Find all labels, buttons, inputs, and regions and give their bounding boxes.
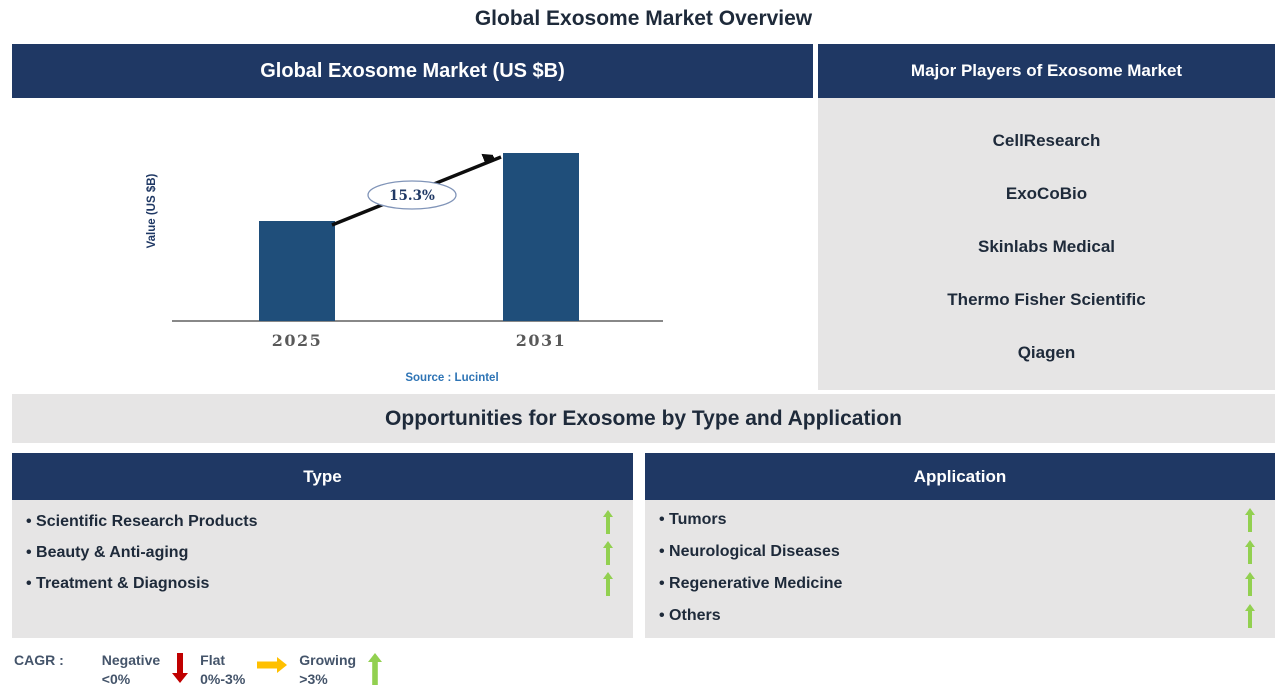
type-column-body: Scientific Research Products Beauty & An… xyxy=(12,500,633,638)
opportunities-banner: Opportunities for Exosome by Type and Ap… xyxy=(12,394,1275,443)
legend-entry-growing: Growing >3% xyxy=(299,651,356,689)
market-chart-header: Global Exosome Market (US $B) xyxy=(12,44,813,98)
type-header-label: Type xyxy=(303,466,342,486)
legend-entry-range: <0% xyxy=(101,671,131,687)
x-tick-2025: 2025 xyxy=(272,331,323,350)
y-axis-label: Value (US $B) xyxy=(146,173,158,248)
up-arrow-icon xyxy=(1245,572,1255,596)
bar-chart: Value (US $B) 15.3% 2025 2031 Source : L… xyxy=(146,153,663,384)
list-item: Beauty & Anti-aging xyxy=(12,537,633,568)
player-name: Qiagen xyxy=(1017,343,1076,363)
opportunities-heading: Opportunities for Exosome by Type and Ap… xyxy=(385,406,902,430)
up-arrow-icon xyxy=(1245,604,1255,628)
bar-2031 xyxy=(503,153,579,321)
up-arrow-icon xyxy=(603,540,613,565)
legend-entry-flat: Flat 0%-3% xyxy=(200,651,245,689)
list-item: Treatment & Diagnosis xyxy=(12,568,633,599)
legend-entry-range: >3% xyxy=(299,671,328,687)
up-arrow-icon xyxy=(368,653,383,685)
application-item-label: Others xyxy=(659,607,721,625)
type-item-label: Scientific Research Products xyxy=(26,513,257,531)
type-item-label: Beauty & Anti-aging xyxy=(26,544,188,562)
list-item: Scientific Research Products xyxy=(12,506,633,537)
legend-entry-label: Growing xyxy=(299,652,357,668)
cagr-legend: CAGR : Negative <0% Flat 0%-3% Growing >… xyxy=(14,651,394,689)
up-arrow-icon xyxy=(603,509,613,534)
bar-2025 xyxy=(259,221,335,321)
application-column-header: Application xyxy=(645,453,1275,500)
page-title: Global Exosome Market Overview xyxy=(474,7,813,30)
down-arrow-icon xyxy=(172,653,189,683)
player-name: ExoCoBio xyxy=(1005,183,1088,203)
right-arrow-icon xyxy=(257,657,288,673)
major-players-panel: CellResearch ExoCoBio Skinlabs Medical T… xyxy=(818,98,1275,390)
list-item: Regenerative Medicine xyxy=(645,568,1275,600)
player-name: Thermo Fisher Scientific xyxy=(947,290,1146,310)
market-chart-panel: Value (US $B) 15.3% 2025 2031 Source : L… xyxy=(12,98,813,394)
type-item-label: Treatment & Diagnosis xyxy=(26,575,209,593)
cagr-legend-label: CAGR : xyxy=(14,652,64,668)
chart-source: Source : Lucintel xyxy=(405,372,498,384)
list-item: Neurological Diseases xyxy=(645,536,1275,568)
application-column-body: Tumors Neurological Diseases Regenerativ… xyxy=(645,500,1275,638)
list-item: Tumors xyxy=(645,504,1275,536)
major-players-header: Major Players of Exosome Market xyxy=(818,44,1275,98)
legend-entry-range: 0%-3% xyxy=(200,671,246,687)
player-name: Skinlabs Medical xyxy=(978,236,1115,256)
major-players-header-label: Major Players of Exosome Market xyxy=(910,61,1183,80)
legend-entry-label: Flat xyxy=(200,652,226,668)
up-arrow-icon xyxy=(1245,540,1255,564)
x-tick-2031: 2031 xyxy=(516,331,567,350)
market-chart-header-label: Global Exosome Market (US $B) xyxy=(260,59,565,82)
player-name: CellResearch xyxy=(992,130,1101,150)
list-item: Others xyxy=(645,600,1275,632)
up-arrow-icon xyxy=(1245,508,1255,532)
application-header-label: Application xyxy=(913,466,1007,486)
up-arrow-icon xyxy=(603,571,613,596)
application-item-label: Tumors xyxy=(659,511,726,529)
type-column-header: Type xyxy=(12,453,633,500)
legend-entry-label: Negative xyxy=(101,652,161,668)
cagr-callout-value: 15.3% xyxy=(389,188,435,204)
legend-entry-negative: Negative <0% xyxy=(102,651,160,689)
application-item-label: Regenerative Medicine xyxy=(659,575,842,593)
application-item-label: Neurological Diseases xyxy=(659,543,840,561)
cagr-callout-ellipse xyxy=(367,180,457,210)
